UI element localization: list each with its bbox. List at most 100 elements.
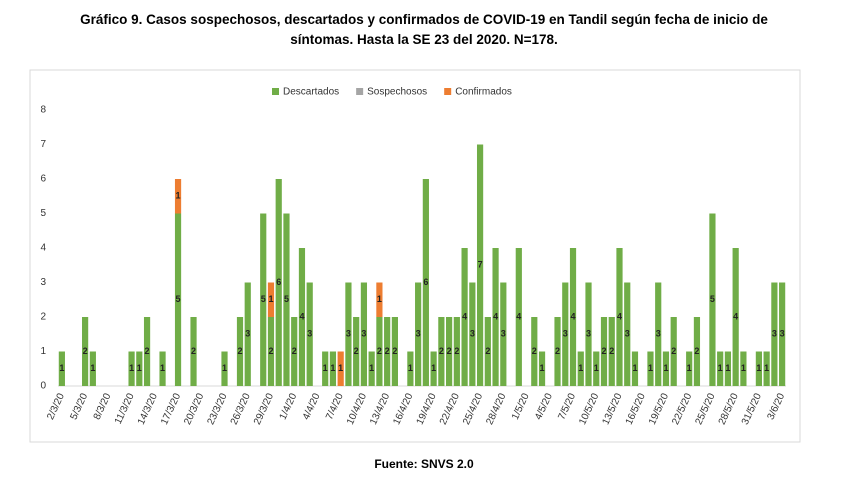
legend-label: Sospechosos	[367, 87, 427, 98]
x-tick-label: 4/4/20	[301, 391, 323, 421]
data-label: 3	[245, 329, 250, 339]
data-label: 3	[416, 329, 421, 339]
data-label: 4	[299, 311, 304, 321]
bar-segment	[453, 317, 460, 386]
x-tick-label: 25/4/20	[461, 391, 485, 426]
bar-segment	[755, 351, 762, 386]
source-note: Fuente: SNVS 2.0	[374, 457, 474, 471]
data-label: 4	[571, 311, 576, 321]
bar-segment	[89, 351, 96, 386]
data-label: 1	[377, 294, 382, 304]
bar-segment	[353, 317, 360, 386]
data-label: 3	[586, 329, 591, 339]
data-label: 1	[663, 363, 668, 373]
x-tick-label: 10/5/20	[577, 391, 601, 426]
bar-segment	[58, 351, 65, 386]
data-label: 1	[756, 363, 761, 373]
y-tick-label: 0	[40, 381, 46, 392]
bar-segment	[446, 317, 453, 386]
data-label: 2	[385, 346, 390, 356]
bar-segment	[476, 144, 484, 386]
data-label: 1	[268, 294, 273, 304]
data-label: 3	[780, 329, 785, 339]
legend-swatch	[272, 88, 279, 95]
data-label: 2	[292, 346, 297, 356]
bar-segment	[360, 282, 368, 386]
bar-segment	[236, 317, 244, 386]
data-label: 2	[377, 346, 382, 356]
x-tick-label: 28/5/20	[717, 391, 741, 426]
bar-segment	[771, 282, 778, 386]
data-label: 4	[516, 311, 521, 321]
bar-segment	[631, 351, 639, 386]
bar-segment	[624, 282, 631, 386]
x-tick-label: 7/5/20	[556, 391, 578, 421]
x-tick-label: 4/5/20	[533, 391, 555, 421]
data-label: 2	[191, 346, 196, 356]
x-tick-label: 16/4/20	[391, 391, 415, 426]
data-label: 3	[307, 329, 312, 339]
bar-segment	[469, 282, 476, 386]
data-label: 1	[594, 363, 599, 373]
bar-segment	[724, 351, 732, 386]
data-label: 1	[59, 363, 64, 373]
data-label: 1	[129, 363, 134, 373]
bar-segment	[600, 317, 608, 386]
legend-label: Confirmados	[455, 87, 512, 98]
data-label: 2	[392, 346, 397, 356]
x-tick-label: 2/3/20	[45, 391, 67, 421]
y-tick-label: 5	[40, 208, 46, 219]
x-tick-label: 19/5/20	[647, 391, 671, 426]
bar-segment	[136, 351, 143, 386]
data-label: 3	[563, 329, 568, 339]
legend-label: Descartados	[283, 87, 339, 98]
bar-segment	[655, 282, 662, 386]
bar-segment	[376, 317, 383, 386]
data-label: 1	[330, 363, 335, 373]
bar-segment	[368, 351, 375, 386]
data-label: 1	[764, 363, 769, 373]
x-tick-label: 17/3/20	[159, 391, 183, 426]
data-label: 2	[447, 346, 452, 356]
bar-segment	[779, 282, 786, 386]
bar-segment	[345, 282, 352, 386]
x-tick-label: 11/3/20	[113, 391, 137, 426]
data-label: 1	[632, 363, 637, 373]
data-label: 5	[261, 294, 266, 304]
bar-segment	[159, 351, 166, 386]
bar-segment	[82, 317, 89, 386]
data-label: 1	[431, 363, 436, 373]
data-label: 2	[532, 346, 537, 356]
data-label: 1	[338, 363, 343, 373]
x-tick-label: 7/4/20	[324, 391, 346, 421]
bar-segment	[260, 213, 267, 386]
x-tick-label: 13/5/20	[601, 391, 625, 426]
bar-segment	[438, 317, 445, 386]
bar-segment	[515, 248, 522, 386]
data-label: 4	[733, 311, 738, 321]
x-tick-label: 3/6/20	[766, 391, 788, 421]
bar-segment	[670, 317, 677, 386]
data-label: 3	[772, 329, 777, 339]
data-label: 1	[90, 363, 95, 373]
bar-segment	[174, 179, 182, 214]
bar-segment	[585, 282, 592, 386]
x-tick-label: 1/5/20	[510, 391, 532, 421]
bar-segment	[422, 179, 429, 386]
data-label: 1	[369, 363, 374, 373]
bar-segment	[298, 248, 306, 386]
data-label: 4	[493, 311, 498, 321]
bar-segment	[538, 351, 546, 386]
x-tick-label: 10/4/20	[345, 391, 369, 426]
bar-segment	[740, 351, 747, 386]
chart-border	[29, 69, 801, 443]
bar-segment	[686, 351, 693, 386]
bar-segment	[717, 351, 724, 386]
data-label: 2	[83, 346, 88, 356]
bar-segment	[244, 282, 251, 386]
bar-segment	[461, 248, 468, 386]
bar-segment	[500, 282, 507, 386]
data-label: 1	[540, 363, 545, 373]
